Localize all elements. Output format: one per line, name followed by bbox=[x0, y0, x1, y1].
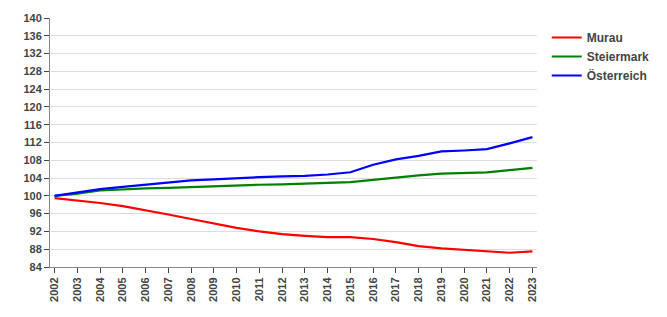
svg-text:2004: 2004 bbox=[94, 277, 106, 302]
svg-text:2003: 2003 bbox=[71, 277, 83, 301]
svg-text:2012: 2012 bbox=[276, 277, 288, 301]
svg-text:136: 136 bbox=[23, 30, 41, 42]
svg-text:2015: 2015 bbox=[344, 277, 356, 301]
svg-text:96: 96 bbox=[30, 207, 42, 219]
svg-text:120: 120 bbox=[23, 101, 41, 113]
svg-text:2016: 2016 bbox=[367, 277, 379, 301]
svg-text:2023: 2023 bbox=[526, 277, 538, 301]
svg-text:2019: 2019 bbox=[435, 277, 447, 301]
svg-text:Österreich: Österreich bbox=[587, 68, 647, 83]
svg-text:2010: 2010 bbox=[230, 277, 242, 301]
svg-text:2017: 2017 bbox=[389, 277, 401, 301]
svg-text:2021: 2021 bbox=[481, 277, 493, 301]
svg-text:116: 116 bbox=[24, 119, 42, 131]
svg-text:Steiermark: Steiermark bbox=[587, 50, 649, 64]
svg-text:100: 100 bbox=[23, 190, 41, 202]
svg-text:88: 88 bbox=[30, 243, 42, 255]
svg-text:2018: 2018 bbox=[412, 277, 424, 301]
svg-text:2002: 2002 bbox=[48, 277, 60, 301]
svg-text:2009: 2009 bbox=[207, 277, 219, 301]
svg-text:112: 112 bbox=[24, 136, 42, 148]
svg-text:Murau: Murau bbox=[587, 31, 623, 45]
svg-text:2006: 2006 bbox=[139, 277, 151, 301]
svg-text:104: 104 bbox=[23, 172, 42, 184]
svg-text:2020: 2020 bbox=[458, 277, 470, 301]
svg-text:2022: 2022 bbox=[503, 277, 515, 301]
svg-text:2011: 2011 bbox=[253, 277, 265, 301]
svg-text:108: 108 bbox=[23, 154, 41, 166]
svg-text:128: 128 bbox=[23, 65, 41, 77]
svg-text:92: 92 bbox=[30, 225, 42, 237]
svg-text:132: 132 bbox=[23, 47, 41, 59]
svg-text:84: 84 bbox=[30, 261, 43, 273]
svg-text:2007: 2007 bbox=[162, 277, 174, 301]
svg-text:2005: 2005 bbox=[116, 277, 128, 301]
svg-text:2014: 2014 bbox=[321, 277, 333, 302]
svg-text:124: 124 bbox=[23, 83, 42, 95]
svg-text:2008: 2008 bbox=[185, 277, 197, 301]
svg-text:2013: 2013 bbox=[298, 277, 310, 301]
svg-text:140: 140 bbox=[23, 12, 41, 24]
